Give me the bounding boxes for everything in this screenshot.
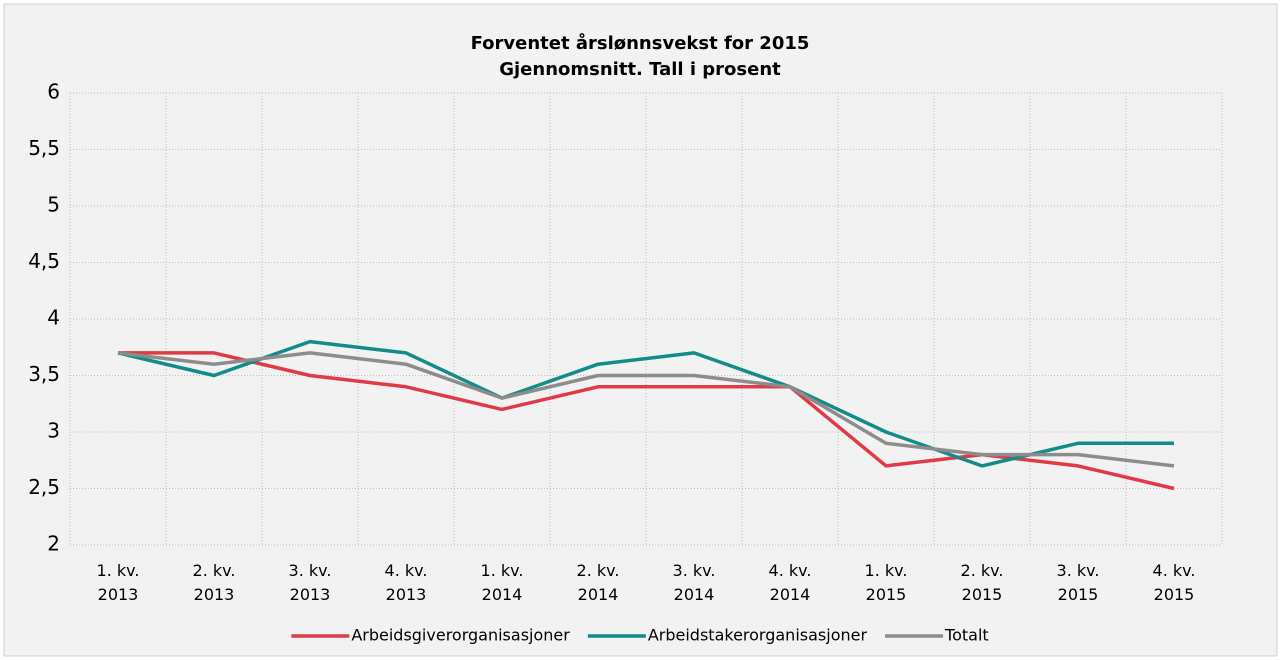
y-tick-label: 2 xyxy=(47,532,60,556)
x-tick-label-line: 3. kv. xyxy=(289,561,332,580)
x-tick-label-line: 2014 xyxy=(578,585,619,604)
chart-subtitle: Gjennomsnitt. Tall i prosent xyxy=(499,59,781,80)
x-tick-label-line: 2014 xyxy=(674,585,715,604)
x-tick-label-line: 1. kv. xyxy=(481,561,524,580)
y-tick-label: 3 xyxy=(47,419,60,443)
y-tick-label: 5 xyxy=(47,193,60,217)
x-tick-label: 3. kv. 2015 xyxy=(1057,561,1100,604)
x-tick-label-line: 1. kv. xyxy=(865,561,908,580)
x-tick-label: 1. kv. 2014 xyxy=(481,561,524,604)
x-tick-label-line: 3. kv. xyxy=(673,561,716,580)
x-tick-label: 2. kv. 2013 xyxy=(193,561,236,604)
legend-label: Totalt xyxy=(944,626,989,645)
y-tick-label: 6 xyxy=(47,80,60,104)
x-tick-label-line: 2013 xyxy=(98,585,139,604)
y-tick-label: 4 xyxy=(47,306,60,330)
y-tick-label: 4,5 xyxy=(28,249,60,273)
x-tick-label-line: 2. kv. xyxy=(577,561,620,580)
x-tick-label-line: 4. kv. xyxy=(1153,561,1196,580)
x-tick-label-line: 3. kv. xyxy=(1057,561,1100,580)
x-tick-label: 4. kv. 2014 xyxy=(769,561,812,604)
x-tick-label-line: 2015 xyxy=(1154,585,1195,604)
x-tick-label-line: 2015 xyxy=(962,585,1003,604)
x-tick-label-line: 2013 xyxy=(194,585,235,604)
x-tick-label-line: 2013 xyxy=(386,585,427,604)
x-tick-label-line: 1. kv. xyxy=(97,561,140,580)
chart-background xyxy=(3,3,1278,657)
y-tick-label: 2,5 xyxy=(28,475,60,499)
x-tick-label-line: 4. kv. xyxy=(769,561,812,580)
x-tick-label: 1. kv. 2015 xyxy=(865,561,908,604)
x-tick-label-line: 2. kv. xyxy=(961,561,1004,580)
x-tick-label-line: 4. kv. xyxy=(385,561,428,580)
legend-label: Arbeidsgiverorganisasjoner xyxy=(351,626,570,645)
x-tick-label-line: 2. kv. xyxy=(193,561,236,580)
legend-label: Arbeidstakerorganisasjoner xyxy=(648,626,868,645)
x-tick-label: 4. kv. 2015 xyxy=(1153,561,1196,604)
chart-title: Forventet årslønnsvekst for 2015 xyxy=(471,32,810,54)
x-tick-label-line: 2015 xyxy=(1058,585,1099,604)
x-tick-label: 4. kv. 2013 xyxy=(385,561,428,604)
series-line xyxy=(117,339,1174,468)
series-line xyxy=(118,351,1175,491)
legend: Arbeidsgiverorganisasjoner Arbeidstakeror… xyxy=(291,626,989,645)
series-line xyxy=(117,351,1175,468)
x-tick-label-line: 2014 xyxy=(482,585,523,604)
y-tick-label: 3,5 xyxy=(28,362,60,386)
x-tick-label: 3. kv. 2014 xyxy=(673,561,716,604)
x-tick-label-line: 2015 xyxy=(866,585,907,604)
x-tick-label: 2. kv. 2015 xyxy=(961,561,1004,604)
x-tick-label-line: 2013 xyxy=(290,585,331,604)
x-tick-label: 2. kv. 2014 xyxy=(577,561,620,604)
y-tick-label: 5,5 xyxy=(28,136,60,160)
x-tick-label: 3. kv. 2013 xyxy=(289,561,332,604)
x-tick-label: 1. kv. 2013 xyxy=(97,561,140,604)
x-tick-label-line: 2014 xyxy=(770,585,811,604)
